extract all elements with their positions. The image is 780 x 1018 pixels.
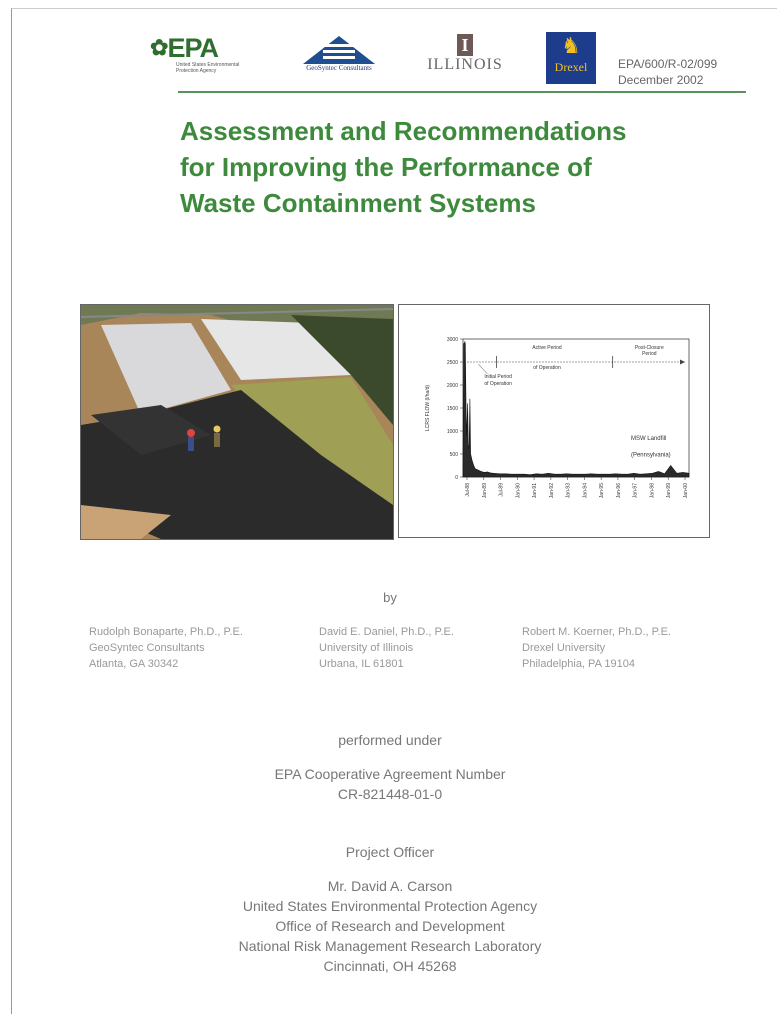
illinois-i-icon: I bbox=[457, 34, 473, 56]
drexel-dragon-icon: ♞ bbox=[561, 33, 581, 58]
y-tick-label: 2500 bbox=[447, 360, 458, 366]
author-org: University of Illinois bbox=[319, 642, 414, 654]
lcrs-flow-chart: 3000 2500 2000 1500 1000 500 0 LCRS FLOW (l/ha/… bbox=[398, 304, 710, 538]
x-tick-label: Jul-89 bbox=[499, 483, 505, 497]
x-tick-label: Jan-94 bbox=[582, 483, 588, 499]
header-rule bbox=[178, 91, 746, 93]
illinois-text: ILLINOIS bbox=[427, 56, 503, 73]
x-tick-label: Jan-90 bbox=[515, 483, 521, 499]
performed-under: performed under bbox=[338, 732, 442, 748]
author-place: Atlanta, GA 30342 bbox=[89, 658, 179, 670]
y-axis-label: LCRS FLOW (l/ha/d) bbox=[425, 385, 431, 431]
y-tick-label: 3000 bbox=[447, 337, 458, 343]
annotation-initial-period-2: of Operation bbox=[484, 381, 512, 387]
officer-agency: United States Environmental Protection A… bbox=[242, 898, 538, 914]
agreement-number: CR-821448-01-0 bbox=[337, 786, 443, 802]
annotation-post-closure: Post-Closure bbox=[635, 345, 664, 351]
title-line-1: Assessment and Recommendations bbox=[180, 116, 627, 146]
report-date: December 2002 bbox=[618, 73, 704, 87]
author-place: Urbana, IL 61801 bbox=[319, 658, 404, 670]
chart-canvas: 3000 2500 2000 1500 1000 500 0 LCRS FLOW (l/ha/… bbox=[425, 337, 690, 499]
epa-logo: ✿EPA United States Environmental Protect… bbox=[150, 34, 260, 74]
author-name: David E. Daniel, Ph.D., P.E. bbox=[319, 626, 454, 638]
geosyntec-logo: GeoSyntec Consultants bbox=[302, 36, 376, 72]
annotation-leader bbox=[478, 363, 488, 375]
officer-city: Cincinnati, OH 45268 bbox=[323, 958, 457, 974]
document-title: Assessment and Recommendations for Impro… bbox=[180, 113, 740, 221]
arrow-head bbox=[680, 359, 685, 365]
agreement-block: EPA Cooperative Agreement Number CR-8214… bbox=[0, 764, 780, 804]
epa-logo-subtitle: United States Environmental Protection A… bbox=[176, 62, 240, 74]
y-tick-label: 1500 bbox=[447, 406, 458, 412]
epa-logo-text: EPA bbox=[167, 33, 219, 63]
author-2: David E. Daniel, Ph.D., P.E. University … bbox=[319, 624, 454, 672]
byline: by bbox=[383, 590, 397, 605]
y-tick-label: 500 bbox=[450, 452, 459, 458]
author-name: Robert M. Koerner, Ph.D., P.E. bbox=[522, 626, 671, 638]
drexel-text: Drexel bbox=[554, 60, 588, 74]
project-officer-heading: Project Officer bbox=[345, 844, 435, 860]
x-tick-label: Jan-97 bbox=[633, 483, 639, 499]
geosyntec-triangle-icon bbox=[303, 36, 375, 64]
x-tick-label: Jan-98 bbox=[649, 483, 655, 499]
logo-row: ✿EPA United States Environmental Protect… bbox=[150, 32, 750, 92]
annotation-active-period-2: of Operation bbox=[533, 365, 561, 371]
annotation-post-closure-2: Period bbox=[642, 351, 657, 357]
x-tick-label: Jan-93 bbox=[566, 483, 572, 499]
report-number: EPA/600/R-02/099 bbox=[618, 57, 718, 71]
x-tick-label: Jan-00 bbox=[683, 483, 689, 499]
title-line-2: for Improving the Performance of bbox=[180, 152, 592, 182]
x-tick-label: Jan-89 bbox=[482, 483, 488, 499]
illinois-logo: I ILLINOIS bbox=[423, 34, 507, 74]
epa-flower-icon: ✿ bbox=[150, 35, 168, 60]
author-1: Rudolph Bonaparte, Ph.D., P.E. GeoSyntec… bbox=[89, 624, 243, 672]
x-tick-label: Jan-99 bbox=[666, 483, 672, 499]
officer-name: Mr. David A. Carson bbox=[327, 878, 453, 894]
page-border bbox=[11, 8, 777, 1014]
y-tick-label: 2000 bbox=[447, 383, 458, 389]
author-name: Rudolph Bonaparte, Ph.D., P.E. bbox=[89, 626, 243, 638]
officer-lab: National Risk Management Research Labora… bbox=[238, 938, 542, 954]
landfill-photo bbox=[80, 304, 394, 540]
agreement-label: EPA Cooperative Agreement Number bbox=[274, 766, 506, 782]
project-officer-block: Mr. David A. Carson United States Enviro… bbox=[0, 876, 780, 976]
series-area bbox=[462, 341, 690, 478]
x-tick-label: Jul-88 bbox=[465, 483, 471, 497]
author-org: Drexel University bbox=[522, 642, 606, 654]
author-3: Robert M. Koerner, Ph.D., P.E. Drexel Un… bbox=[522, 624, 671, 672]
y-tick-label: 1000 bbox=[447, 429, 458, 435]
x-tick-label: Jan-91 bbox=[532, 483, 538, 499]
drexel-logo: ♞ Drexel bbox=[546, 32, 596, 84]
annotation-active-period: Active Period bbox=[532, 345, 562, 351]
geosyntec-lines-icon bbox=[323, 44, 355, 59]
x-tick-label: Jan-96 bbox=[616, 483, 622, 499]
annotation-initial-period: Initial Period bbox=[484, 374, 512, 380]
annotation-site: MSW Landfill bbox=[631, 436, 666, 442]
author-place: Philadelphia, PA 19104 bbox=[522, 658, 635, 670]
y-tick-label: 0 bbox=[455, 475, 458, 481]
geosyntec-text: GeoSyntec Consultants bbox=[306, 64, 372, 72]
title-line-3: Waste Containment Systems bbox=[180, 188, 536, 218]
report-info: EPA/600/R-02/099 December 2002 bbox=[618, 56, 717, 88]
landfill-photo-illustration bbox=[81, 305, 393, 539]
x-tick-label: Jan-95 bbox=[599, 483, 605, 499]
x-tick-label: Jan-92 bbox=[549, 483, 555, 499]
annotation-site-state: (Pennsylvania) bbox=[631, 452, 671, 458]
author-org: GeoSyntec Consultants bbox=[89, 642, 205, 654]
officer-office: Office of Research and Development bbox=[275, 918, 505, 934]
